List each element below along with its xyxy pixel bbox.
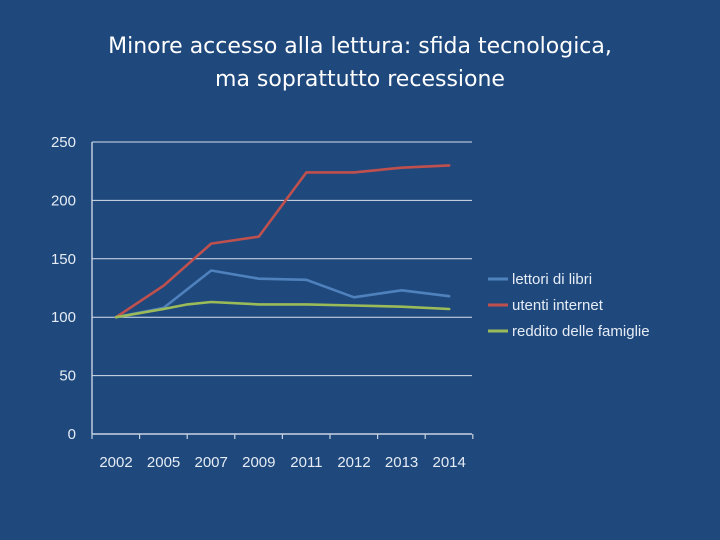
y-tick-label: 150 (51, 251, 76, 268)
slide-title: Minore accesso alla lettura: sfida tecno… (0, 30, 720, 96)
series-line (114, 164, 451, 319)
series-line (114, 300, 451, 319)
x-tick-label: 2009 (242, 454, 275, 471)
y-tick-label: 0 (68, 426, 76, 443)
y-tick-label: 100 (51, 309, 76, 326)
y-tick-label: 250 (51, 134, 76, 151)
x-tick-label: 2007 (195, 454, 228, 471)
x-tick-label: 2002 (99, 454, 132, 471)
series-line (114, 269, 451, 319)
legend-label: reddito delle famiglie (512, 323, 650, 340)
x-tick-label: 2012 (337, 454, 370, 471)
x-tick-label: 2014 (433, 454, 466, 471)
title-line-2: ma soprattutto recessione (215, 67, 505, 92)
legend-label: lettori di libri (512, 271, 592, 288)
y-tick-label: 200 (51, 192, 76, 209)
x-tick-label: 2013 (385, 454, 418, 471)
y-tick-label: 50 (59, 368, 76, 385)
x-tick-label: 2011 (290, 454, 322, 471)
x-tick-label: 2005 (147, 454, 180, 471)
title-line-1: Minore accesso alla lettura: sfida tecno… (108, 34, 612, 59)
legend-label: utenti internet (512, 297, 604, 314)
